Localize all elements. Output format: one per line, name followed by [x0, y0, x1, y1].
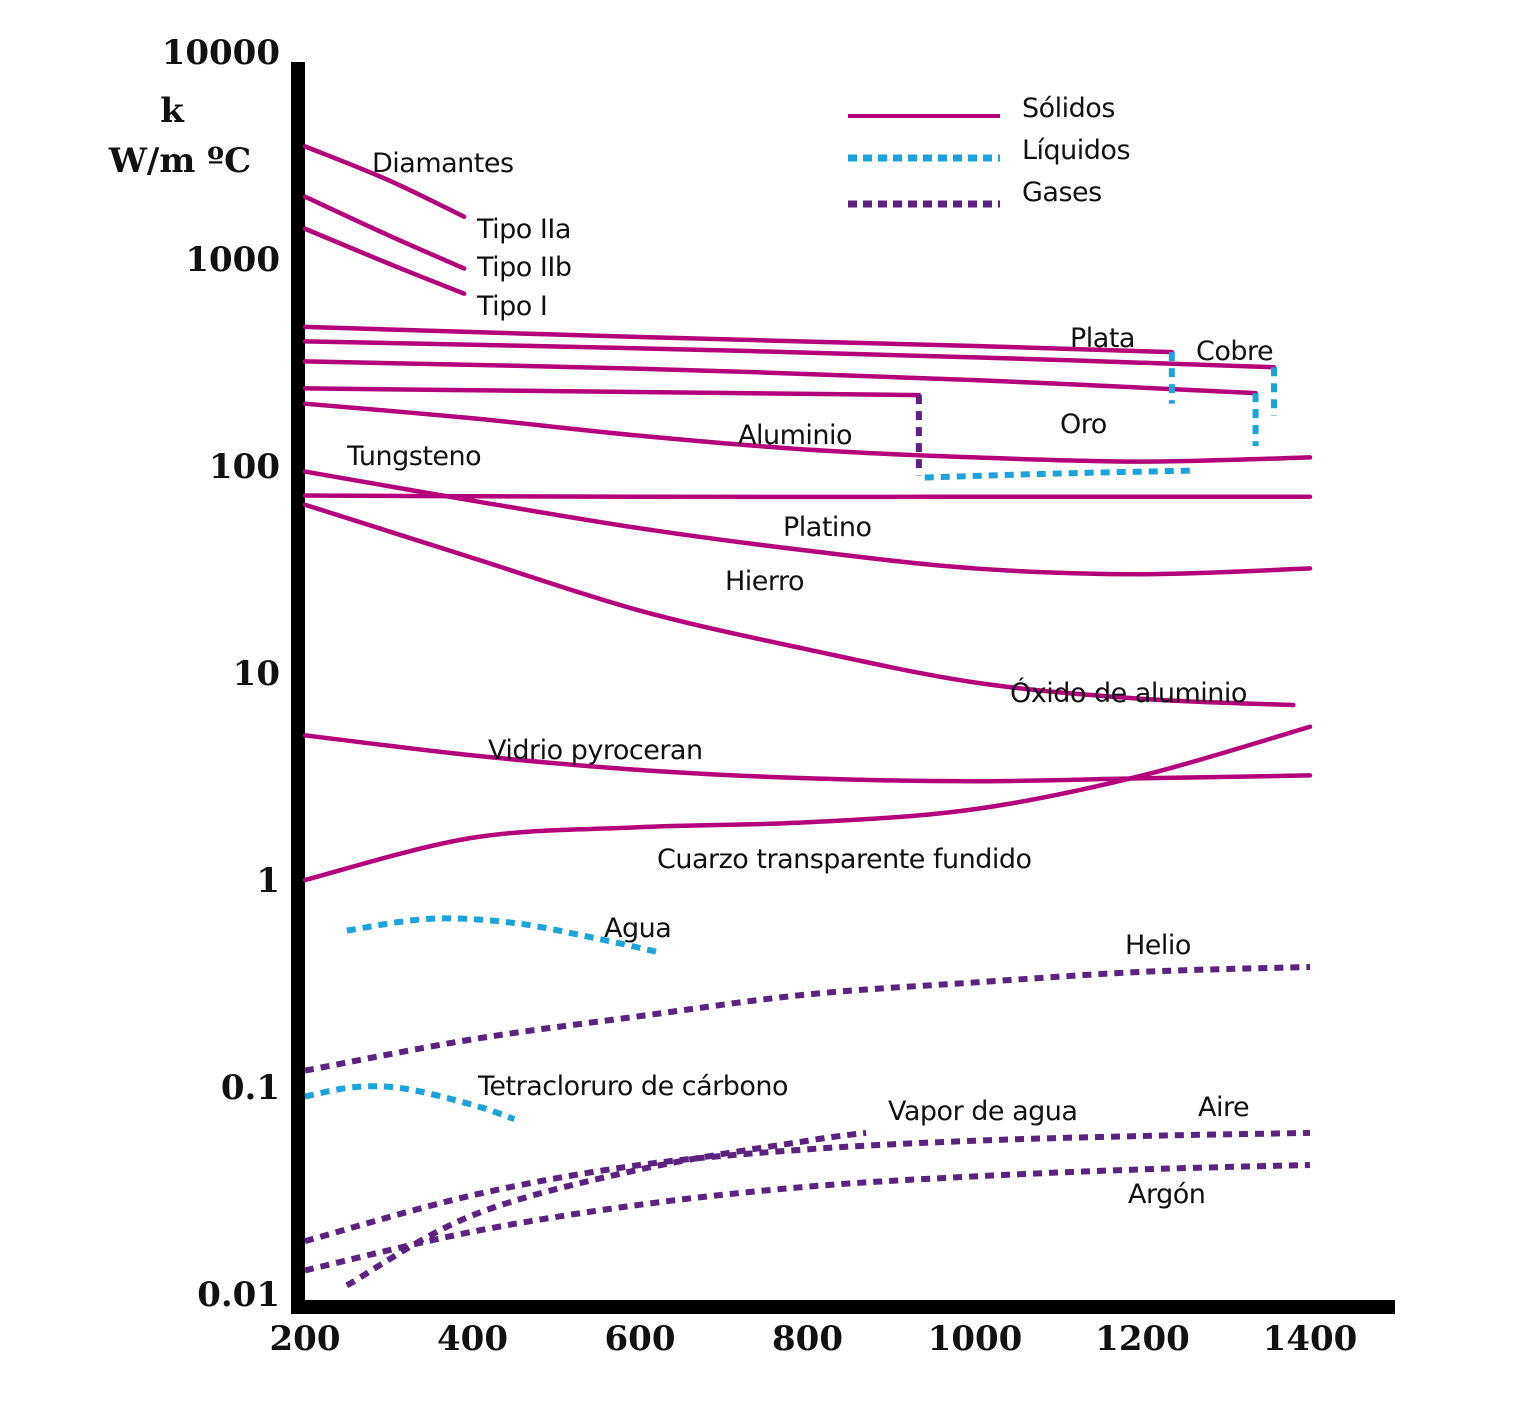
- label-tungsteno: Tungsteno: [346, 441, 481, 472]
- label-vidrio: Vidrio pyroceran: [488, 735, 703, 766]
- label-tetracloruro: Tetracloruro de cárbono: [477, 1071, 788, 1102]
- y-tick-label: 1: [256, 861, 280, 901]
- label-tipo-iia: Tipo IIa: [476, 214, 571, 245]
- series-line-tetracloruro: [304, 1083, 516, 1122]
- y-tick-label: 0.01: [197, 1275, 280, 1315]
- label-agua: Agua: [604, 913, 671, 944]
- label-aire: Aire: [1198, 1092, 1249, 1123]
- label-aluminio: Aluminio: [738, 420, 852, 451]
- series-line-aire: [304, 1129, 1311, 1245]
- series-group: [302, 144, 1313, 1289]
- y-tick-label: 10000: [162, 33, 280, 73]
- y-tick-label: 10: [233, 654, 280, 694]
- label-oro: Oro: [1060, 409, 1107, 440]
- series-line-aluminio-liq: [924, 467, 1193, 481]
- series-line-tipo-iia: [302, 144, 467, 219]
- x-tick-label: 800: [772, 1319, 843, 1359]
- label-tipo-i: Tipo I: [476, 291, 547, 322]
- series-line-cuarzo: [302, 724, 1313, 883]
- x-tick-label: 200: [270, 1319, 341, 1359]
- series-line-plata: [302, 324, 1175, 355]
- y-axis-label-units: W/m ºC: [108, 141, 251, 181]
- label-helio: Helio: [1125, 930, 1191, 961]
- series-line-cobre: [302, 339, 1277, 370]
- series-line-tungsteno: [302, 401, 1313, 464]
- legend: Sólidos Líquidos Gases: [848, 93, 1131, 208]
- series-line-tipo-iib: [302, 194, 467, 271]
- legend-label-gases: Gases: [1022, 177, 1102, 208]
- x-tick-labels: 200 400 600 800 1000 1200 1400: [270, 1319, 1358, 1359]
- series-line-hierro: [302, 469, 1313, 577]
- x-tick-label: 400: [437, 1319, 508, 1359]
- series-line-helio: [304, 963, 1311, 1074]
- y-tick-label: 0.1: [221, 1068, 280, 1108]
- y-tick-labels: 10000 1000 100 10 1 0.1 0.01: [162, 33, 280, 1315]
- series-line-agua: [346, 915, 658, 955]
- y-axis-label-k: k: [160, 91, 185, 131]
- label-diamantes: Diamantes: [372, 148, 514, 179]
- y-tick-label: 100: [209, 447, 280, 487]
- label-platino: Platino: [783, 512, 872, 543]
- x-tick-label: 600: [605, 1319, 676, 1359]
- series-line-aluminio: [302, 386, 922, 398]
- label-hierro: Hierro: [725, 566, 804, 597]
- series-line-oro: [302, 359, 1258, 396]
- legend-label-solidos: Sólidos: [1022, 93, 1115, 124]
- series-line-oxido: [302, 502, 1296, 708]
- series-line-tipo-i: [302, 226, 467, 296]
- series-line-vidrio: [302, 733, 1313, 784]
- label-argon: Argón: [1128, 1179, 1205, 1210]
- curve-labels: Diamantes Tipo IIa Tipo IIb Tipo I Plata…: [346, 148, 1274, 1210]
- x-tick-label: 1000: [928, 1319, 1023, 1359]
- label-cuarzo: Cuarzo transparente fundido: [657, 844, 1032, 875]
- legend-label-liquidos: Líquidos: [1022, 135, 1130, 166]
- label-plata: Plata: [1070, 323, 1135, 354]
- label-oxido: Óxido de aluminio: [1010, 677, 1247, 709]
- label-vapor: Vapor de agua: [888, 1096, 1077, 1127]
- y-tick-label: 1000: [185, 240, 280, 280]
- label-tipo-iib: Tipo IIb: [476, 252, 571, 283]
- x-tick-label: 1400: [1263, 1319, 1358, 1359]
- label-cobre: Cobre: [1196, 336, 1273, 367]
- x-tick-label: 1200: [1095, 1319, 1190, 1359]
